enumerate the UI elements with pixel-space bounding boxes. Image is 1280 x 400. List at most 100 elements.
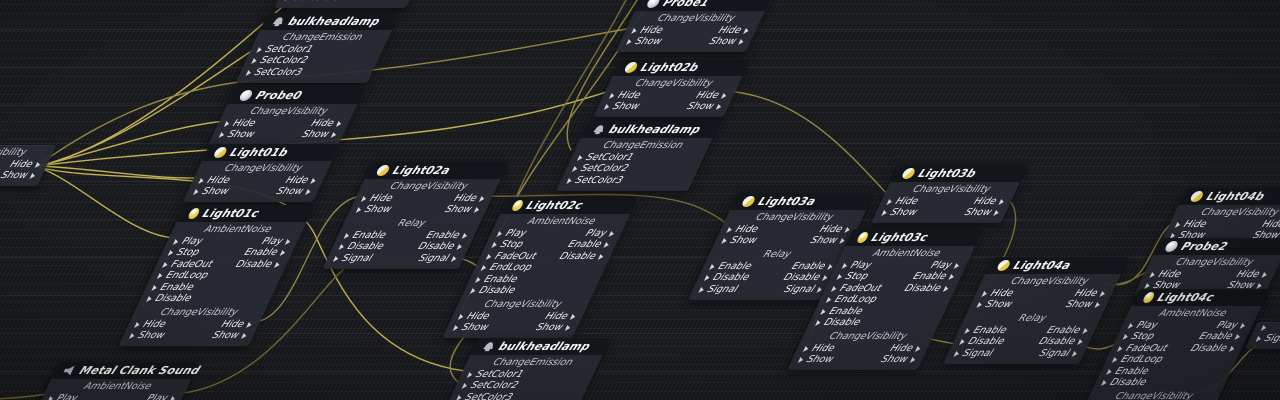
input-port[interactable]: Stop <box>490 239 525 250</box>
node-light02a[interactable]: Light02a ChangeVisibility Hide Hide Show Show… <box>322 162 509 269</box>
input-port[interactable]: FadeOut <box>830 283 884 294</box>
input-port[interactable]: SetColor2 <box>250 55 310 66</box>
wire[interactable] <box>37 120 227 167</box>
input-port[interactable] <box>1260 324 1272 331</box>
wire[interactable] <box>725 90 889 196</box>
node-bulkheadlamp-top[interactable]: bulkheadlamp ChangeEmission SetColor1 SetCo… <box>235 13 400 83</box>
input-port[interactable]: Show <box>128 330 167 341</box>
output-port[interactable]: Hide <box>1260 219 1280 230</box>
node-titlebar[interactable]: Light01c <box>176 205 315 222</box>
input-port[interactable]: SetColor3 <box>565 175 625 186</box>
input-port[interactable]: Enable <box>1105 366 1151 377</box>
node-light04a[interactable]: Light04a ChangeVisibility Hide Hide Show Show… <box>943 257 1130 364</box>
output-port[interactable]: Hide <box>818 224 852 235</box>
output-port[interactable]: Show <box>534 322 572 333</box>
node-light02b[interactable]: Light02b ChangeVisibility Hide Hide Show Show <box>593 59 751 117</box>
input-port[interactable]: Hide <box>630 25 665 36</box>
node-titlebar[interactable]: Light04b <box>1178 188 1280 205</box>
input-port[interactable]: FadeOut <box>485 251 538 262</box>
input-port[interactable]: Signal <box>953 348 995 359</box>
input-port[interactable]: Hide <box>608 90 643 101</box>
input-port[interactable]: SetColor3 <box>245 67 304 78</box>
wire[interactable] <box>249 195 363 323</box>
node-bulkheadlamp-mid[interactable]: bulkheadlamp ChangeEmission SetColor1 SetCo… <box>556 121 721 191</box>
input-port[interactable]: SetColor1 <box>576 152 636 163</box>
input-port[interactable]: EndLoop <box>825 294 879 305</box>
input-port[interactable]: Hide <box>223 118 258 129</box>
input-port[interactable]: Enable <box>819 306 865 317</box>
output-port[interactable]: Show <box>707 36 745 47</box>
node-titlebar[interactable]: Light04c <box>1131 289 1270 306</box>
input-port[interactable]: Show <box>880 207 919 218</box>
node-light03b[interactable]: Light03b ChangeVisibility Hide Hide Show Show <box>871 165 1029 223</box>
input-port[interactable]: Enable <box>474 274 520 285</box>
node-titlebar[interactable]: bulkheadlamp <box>580 121 721 138</box>
output-port[interactable]: Play <box>1215 320 1247 331</box>
input-port[interactable]: Hide <box>457 311 492 322</box>
input-port[interactable]: Show <box>797 354 835 365</box>
input-port[interactable]: Play <box>496 228 529 239</box>
output-port[interactable]: Hide <box>1235 269 1269 280</box>
output-port[interactable]: Hide <box>972 196 1006 207</box>
wire[interactable] <box>566 0 642 151</box>
input-port[interactable]: Hide <box>886 196 920 207</box>
node-metal-clank-sound[interactable]: Metal Clank Sound AmbientNoise Play Play <box>37 362 203 400</box>
input-port[interactable]: Show <box>355 204 393 215</box>
input-port[interactable]: EndLoop <box>1111 354 1165 365</box>
node-titlebar[interactable]: Light03a <box>730 193 875 210</box>
output-port[interactable]: Enable <box>1045 325 1090 336</box>
node-light01c[interactable]: Light01c AmbientNoise Play Play Stop Enable Fa… <box>118 205 315 346</box>
output-port[interactable]: Enable <box>911 271 956 282</box>
node-titlebar[interactable]: bulkheadlamp <box>470 338 611 355</box>
output-port[interactable]: Enable <box>424 230 469 241</box>
input-port[interactable]: Show <box>975 299 1014 310</box>
input-port[interactable]: Hide <box>133 319 168 330</box>
node-titlebar[interactable]: Probe1 <box>634 0 773 11</box>
output-port[interactable]: Hide <box>717 25 751 36</box>
node-titlebar[interactable]: Light03b <box>890 165 1029 182</box>
output-port[interactable]: Hide <box>284 175 318 186</box>
input-port[interactable]: Hide <box>1149 269 1183 280</box>
input-port[interactable]: Show <box>192 186 231 197</box>
output-port[interactable]: Show <box>963 207 1001 218</box>
input-port[interactable]: Show <box>452 322 490 333</box>
input-port[interactable]: Show <box>625 36 664 47</box>
output-port[interactable]: Hide <box>1073 288 1107 299</box>
output-port[interactable]: Disable <box>1037 336 1085 347</box>
node-bulkheadlamp-bottom[interactable]: bulkheadlamp ChangeEmission SetColor1 SetCo… <box>445 338 611 400</box>
output-port[interactable]: Show <box>210 330 248 341</box>
output-port[interactable]: Disable <box>234 259 282 270</box>
output-port[interactable]: Show <box>300 129 338 140</box>
input-port[interactable]: EndLoop <box>480 262 534 273</box>
input-port[interactable]: Hide <box>1174 219 1209 230</box>
output-port[interactable]: Enable <box>1197 331 1242 342</box>
output-port[interactable]: Show <box>274 186 312 197</box>
input-port[interactable]: EndLoop <box>156 270 210 281</box>
input-port[interactable]: FadeOut <box>1116 343 1170 354</box>
output-port[interactable]: Show <box>685 101 723 112</box>
node-titlebar[interactable]: Light04a <box>985 257 1130 274</box>
wire[interactable] <box>37 49 254 167</box>
input-port[interactable]: Hide <box>360 193 395 204</box>
input-port[interactable]: SetColor2 <box>571 163 630 174</box>
output-port[interactable]: Show <box>443 204 481 215</box>
input-port[interactable]: Hide <box>981 288 1015 299</box>
input-port[interactable]: SetColor2 <box>461 380 520 391</box>
output-port[interactable]: Disable <box>1189 343 1237 354</box>
output-port[interactable]: Hide <box>220 319 254 330</box>
node-probe2[interactable]: Probe2 ChangeVisibility Hide Hide Show Show <box>1133 238 1280 296</box>
input-port[interactable]: Play <box>172 236 205 247</box>
node-titlebar[interactable]: Light02b <box>612 59 751 76</box>
input-port[interactable]: Stop <box>835 271 870 282</box>
wire[interactable] <box>481 193 730 228</box>
input-port[interactable]: SetColor1 <box>255 44 315 55</box>
input-port[interactable]: Disable <box>814 317 862 328</box>
output-port[interactable]: Show <box>1064 299 1102 310</box>
input-port[interactable]: SetColor3 <box>455 392 515 400</box>
output-port[interactable]: Signal <box>417 253 459 264</box>
input-port[interactable]: Signal <box>1254 333 1280 344</box>
input-port[interactable]: Show <box>218 129 256 140</box>
output-port[interactable]: Play <box>584 228 616 239</box>
wire[interactable] <box>37 166 176 239</box>
output-port[interactable]: Signal <box>1038 348 1080 359</box>
